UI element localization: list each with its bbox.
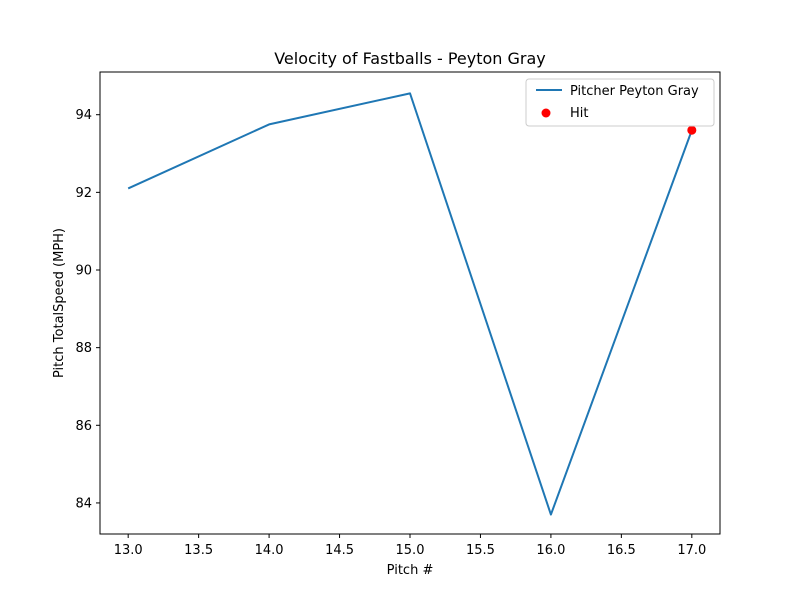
x-tick-label: 16.5	[607, 543, 636, 558]
plot-frame	[99, 71, 721, 535]
legend-label-scatter: Hit	[570, 106, 588, 121]
y-tick-label: 94	[75, 108, 92, 123]
legend: Pitcher Peyton Gray Hit	[525, 78, 715, 127]
x-tick-label: 14.5	[325, 543, 354, 558]
chart-title: Velocity of Fastballs - Peyton Gray	[274, 49, 546, 68]
y-tick-label: 86	[75, 419, 92, 434]
hit-point	[687, 125, 697, 135]
x-axis-label: Pitch #	[387, 563, 434, 578]
x-tick-label: 16.0	[536, 543, 565, 558]
legend-label-line: Pitcher Peyton Gray	[570, 84, 699, 99]
x-tick-label: 17.0	[677, 543, 706, 558]
y-tick-label: 84	[75, 496, 92, 511]
x-tick-label: 14.0	[255, 543, 284, 558]
x-tick-label: 13.0	[114, 543, 143, 558]
axis-ticks: 13.0 13.5 14.0 14.5 15.0 15.5 16.0 16.5 17.0 84 86…	[75, 108, 706, 558]
y-axis-label: Pitch TotalSpeed (MPH)	[52, 228, 67, 378]
y-tick-label: 90	[75, 264, 92, 279]
series-line-peyton-gray	[127, 92, 693, 516]
y-tick-label: 92	[75, 186, 92, 201]
y-tick-label: 88	[75, 341, 92, 356]
x-tick-label: 15.0	[396, 543, 425, 558]
x-tick-label: 15.5	[466, 543, 495, 558]
legend-box	[525, 78, 715, 127]
plot-area	[127, 92, 697, 516]
legend-marker-swatch	[541, 108, 551, 118]
x-tick-label: 13.5	[184, 543, 213, 558]
